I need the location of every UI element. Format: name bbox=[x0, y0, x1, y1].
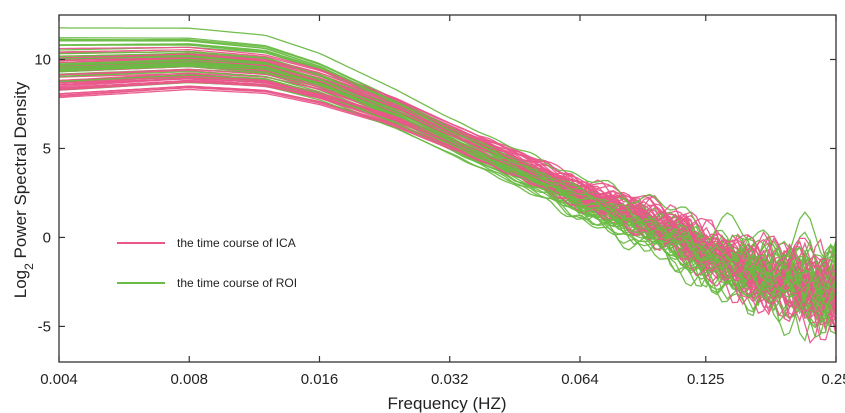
series-line bbox=[59, 81, 836, 323]
series-line bbox=[59, 70, 836, 334]
y-tick-label: 0 bbox=[43, 229, 51, 246]
y-tick-label: 5 bbox=[43, 140, 51, 157]
x-tick-label: 0.004 bbox=[40, 371, 78, 388]
series-line bbox=[59, 78, 836, 345]
legend: the time course of ICA the time course of… bbox=[117, 236, 297, 290]
x-tick-label: 0.125 bbox=[687, 371, 725, 388]
series-line bbox=[59, 54, 836, 329]
series-line bbox=[59, 74, 836, 335]
series-line bbox=[59, 81, 836, 339]
x-tick-label: 0.032 bbox=[431, 371, 469, 388]
series-line bbox=[59, 46, 836, 308]
legend-label: the time course of ICA bbox=[177, 236, 296, 250]
series-line bbox=[59, 57, 836, 320]
x-tick-label: 0.016 bbox=[301, 371, 339, 388]
series-line bbox=[59, 87, 836, 341]
series-line bbox=[59, 75, 836, 335]
x-tick-label: 0.064 bbox=[561, 371, 599, 388]
axis-ticks: 0.004 0.008 0.016 0.032 0.064 0.125 0.25 10 5 0 -5 bbox=[34, 15, 845, 388]
plot-frame bbox=[58, 14, 837, 363]
series-line bbox=[59, 72, 836, 324]
series-line bbox=[59, 61, 836, 321]
series-line bbox=[59, 27, 836, 262]
x-tick-label: 0.008 bbox=[170, 371, 208, 388]
series-line bbox=[59, 76, 836, 337]
y-tick-label: 10 bbox=[34, 51, 51, 68]
series-line bbox=[59, 63, 836, 320]
series-line bbox=[59, 62, 836, 310]
y-axis-label-suffix: Power Spectral Density bbox=[11, 81, 30, 263]
series-line bbox=[59, 65, 836, 343]
series-line bbox=[59, 74, 836, 328]
y-axis-label-subscript: 2 bbox=[22, 263, 36, 270]
series-line bbox=[59, 38, 836, 298]
series-line bbox=[59, 81, 836, 333]
y-tick-label: -5 bbox=[38, 318, 51, 335]
series-line bbox=[59, 58, 836, 298]
x-tick-label: 0.25 bbox=[821, 371, 845, 388]
series-line bbox=[59, 61, 836, 320]
y-axis-label-prefix: Log bbox=[11, 270, 30, 298]
x-axis-label: Frequency (HZ) bbox=[387, 394, 506, 413]
legend-label: the time course of ROI bbox=[177, 276, 297, 290]
y-axis-label: Log2 Power Spectral Density bbox=[11, 81, 36, 298]
series-lines bbox=[59, 27, 836, 345]
series-line bbox=[59, 69, 836, 325]
